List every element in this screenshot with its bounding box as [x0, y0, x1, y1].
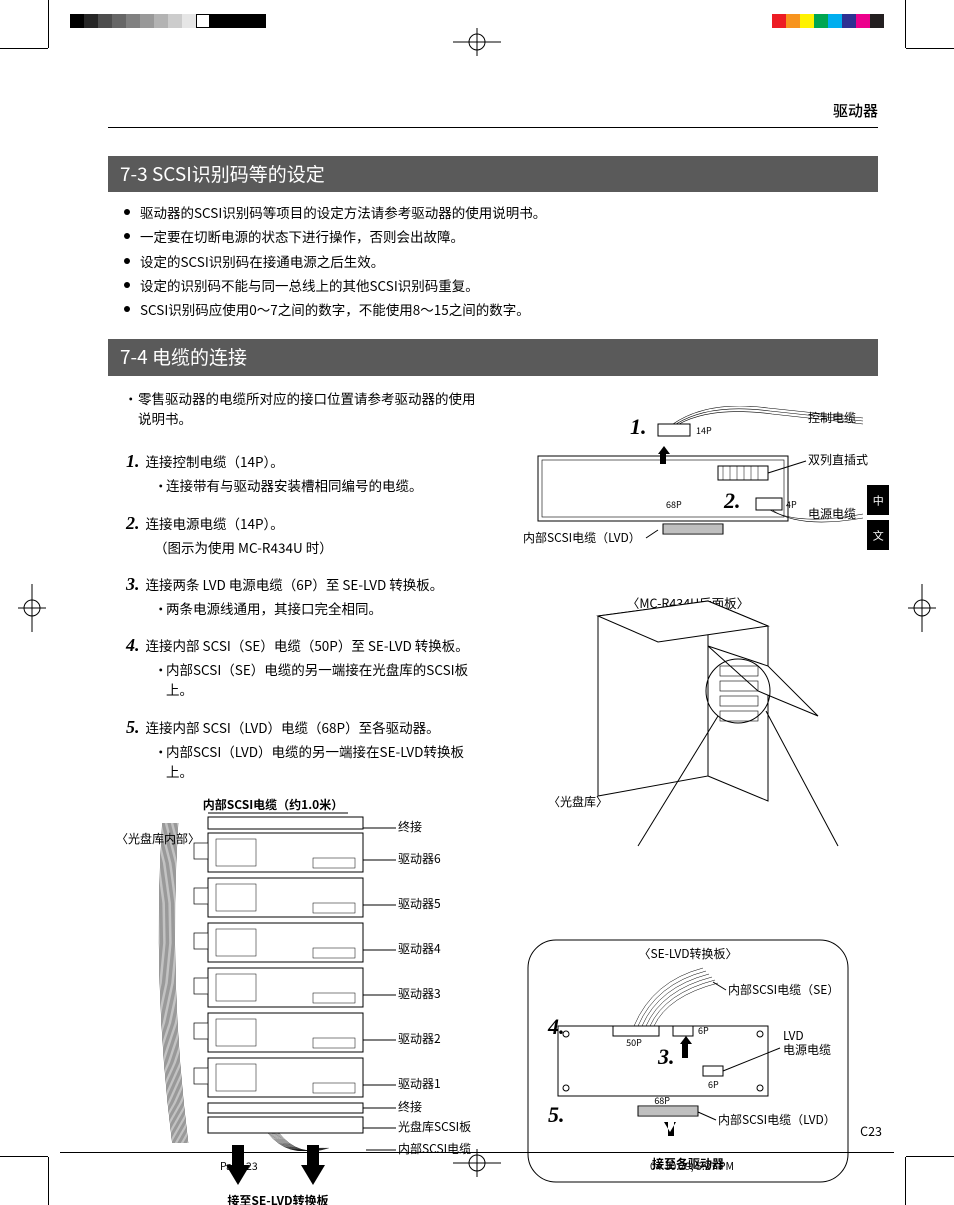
- figure-drive-stack: 内部SCSI电缆（约1.0米） 〈光盘库内部〉 终接 驱动器6 驱动器5 驱动器: [108, 795, 478, 1205]
- step-sub: 两条电源线通用，其接口完全相同。: [154, 598, 488, 618]
- svg-text:6P: 6P: [708, 1078, 719, 1091]
- svg-text:驱动器3: 驱动器3: [398, 985, 441, 1002]
- svg-text:5.: 5.: [548, 1102, 565, 1127]
- svg-text:14P: 14P: [696, 424, 712, 437]
- step-title: 连接两条 LVD 电源电缆（6P）至 SE-LVD 转换板。: [146, 574, 444, 594]
- step-3: 3. 连接两条 LVD 电源电缆（6P）至 SE-LVD 转换板。 两条电源线通用…: [126, 571, 488, 618]
- registration-mark-right: [908, 584, 936, 632]
- svg-text:驱动器5: 驱动器5: [398, 895, 441, 912]
- color-registration-bar-left: [70, 14, 266, 28]
- section-7-4: 7-4 电缆的连接 零售驱动器的电缆所对应的接口位置请参考驱动器的使用说明书。 …: [108, 339, 878, 1205]
- svg-text:内部SCSI电缆（SE）: 内部SCSI电缆（SE）: [398, 1140, 478, 1157]
- svg-text:电源电缆: 电源电缆: [808, 505, 856, 522]
- step-5: 5. 连接内部 SCSI（LVD）电缆（68P）至各驱动器。 内部SCSI（LVD…: [126, 714, 488, 782]
- bullet-item: 一定要在切断电源的状态下进行操作，否则会出故障。: [124, 226, 878, 246]
- step-title: 连接内部 SCSI（LVD）电缆（68P）至各驱动器。: [146, 717, 440, 737]
- print-datetime: 04.10.29, 5:27 PM: [650, 1159, 734, 1175]
- svg-text:内部SCSI电缆（LVD）: 内部SCSI电缆（LVD）: [718, 1111, 836, 1128]
- svg-text:〈SE-LVD转换板〉: 〈SE-LVD转换板〉: [638, 945, 737, 962]
- step-sub: 连接带有与驱动器安装槽相同编号的电缆。: [154, 475, 488, 495]
- svg-text:2.: 2.: [723, 488, 741, 513]
- svg-text:50P: 50P: [626, 1036, 642, 1049]
- svg-text:光盘库SCSI板: 光盘库SCSI板: [398, 1118, 471, 1135]
- step-number: 5.: [126, 714, 140, 741]
- step-title: 连接控制电缆（14P）。: [146, 451, 284, 471]
- step-title: 连接电源电缆（14P）。: [146, 513, 284, 533]
- bullet-item: 设定的识别码不能与同一总线上的其他SCSI识别码重复。: [124, 275, 878, 295]
- svg-text:控制电缆: 控制电缆: [808, 409, 856, 426]
- step-number: 4.: [126, 632, 140, 659]
- step-title: 连接内部 SCSI（SE）电缆（50P）至 SE-LVD 转换板。: [146, 635, 469, 655]
- svg-text:驱动器6: 驱动器6: [398, 850, 441, 867]
- svg-text:6P: 6P: [698, 1024, 709, 1037]
- svg-text:驱动器4: 驱动器4: [398, 940, 441, 957]
- svg-text:内部SCSI电缆（约1.0米）: 内部SCSI电缆（约1.0米）: [203, 796, 344, 813]
- step-number: 3.: [126, 571, 140, 598]
- intro-bullet: 零售驱动器的电缆所对应的接口位置请参考驱动器的使用说明书。: [124, 388, 488, 429]
- figure-selvd-board: 〈SE-LVD转换板〉 50P 6P: [508, 936, 868, 1196]
- registration-mark-left: [18, 584, 46, 632]
- step-1: 1. 连接控制电缆（14P）。 连接带有与驱动器安装槽相同编号的电缆。: [126, 448, 488, 495]
- svg-text:3.: 3.: [657, 1044, 675, 1069]
- svg-text:内部SCSI电缆（LVD）: 内部SCSI电缆（LVD）: [523, 529, 641, 546]
- svg-text:68P: 68P: [654, 1094, 670, 1107]
- svg-text:〈光盘库〉: 〈光盘库〉: [548, 793, 608, 810]
- svg-text:1.: 1.: [630, 414, 647, 439]
- step-sub: 内部SCSI（SE）电缆的另一端接在光盘库的SCSI板上。: [154, 659, 488, 700]
- section-7-3: 7-3 SCSI识别码等的设定 驱动器的SCSI识别码等项目的设定方法请参考驱动…: [108, 156, 878, 320]
- svg-text:68P: 68P: [666, 498, 682, 511]
- step-sub: 内部SCSI（LVD）电缆的另一端接在SE-LVD转换板上。: [154, 741, 488, 782]
- figure-rear-panel: 14P: [508, 406, 868, 586]
- bullet-item: 设定的SCSI识别码在接通电源之后生效。: [124, 251, 878, 271]
- svg-text:〈光盘库内部〉: 〈光盘库内部〉: [116, 830, 200, 847]
- svg-text:驱动器2: 驱动器2: [398, 1030, 441, 1047]
- section-7-3-title: 7-3 SCSI识别码等的设定: [108, 156, 878, 193]
- page-number: C23: [860, 1122, 882, 1141]
- print-page: Page 23: [220, 1159, 258, 1175]
- page-category: 驱动器: [108, 100, 878, 128]
- svg-text:双列直插式开关: 双列直插式开关: [808, 451, 868, 468]
- step-number: 1.: [126, 448, 140, 475]
- color-registration-bar-right: [772, 14, 884, 28]
- step-number: 2.: [126, 510, 140, 537]
- svg-text:终接: 终接: [398, 818, 422, 835]
- svg-text:接至SE-LVD转换板: 接至SE-LVD转换板: [227, 1192, 328, 1205]
- step-2: 2. 连接电源电缆（14P）。 （图示为使用 MC-R434U 时）: [126, 510, 488, 557]
- svg-text:4P: 4P: [786, 498, 797, 511]
- bullet-item: SCSI识别码应使用0～7之间的数字，不能使用8～15之间的数字。: [124, 299, 878, 319]
- svg-text:终接: 终接: [398, 1098, 422, 1115]
- bullet-item: 驱动器的SCSI识别码等项目的设定方法请参考驱动器的使用说明书。: [124, 202, 878, 222]
- svg-text:4.: 4.: [547, 1014, 565, 1039]
- registration-mark-top: [453, 28, 501, 56]
- svg-text:电源电缆: 电源电缆: [783, 1041, 831, 1058]
- section-7-3-bullets: 驱动器的SCSI识别码等项目的设定方法请参考驱动器的使用说明书。 一定要在切断电…: [108, 202, 878, 319]
- section-7-4-title: 7-4 电缆的连接: [108, 339, 878, 376]
- svg-text:内部SCSI电缆（SE）: 内部SCSI电缆（SE）: [728, 981, 839, 998]
- step-sub: （图示为使用 MC-R434U 时）: [154, 537, 488, 557]
- svg-text:驱动器1: 驱动器1: [398, 1075, 441, 1092]
- step-4: 4. 连接内部 SCSI（SE）电缆（50P）至 SE-LVD 转换板。 内部SC…: [126, 632, 488, 700]
- figure-cabinet: 〈光盘库〉: [508, 596, 868, 936]
